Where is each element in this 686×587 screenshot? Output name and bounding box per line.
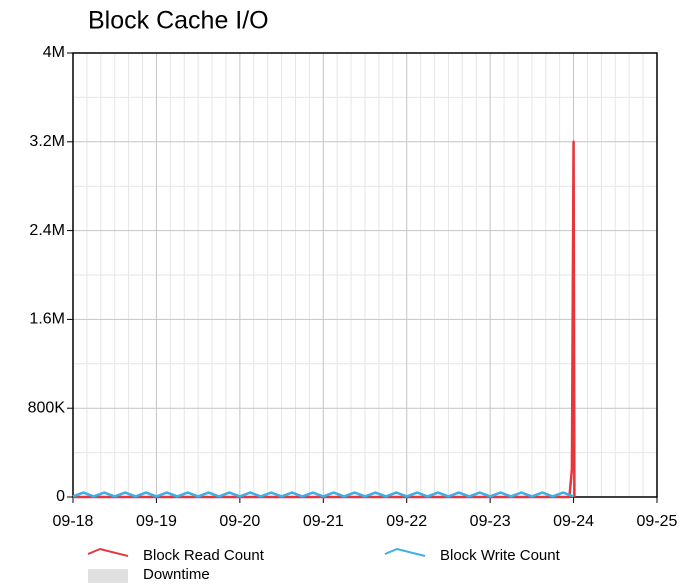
legend-label: Block Write Count (440, 547, 561, 564)
legend-swatch (87, 547, 129, 557)
x-tick-label: 09-21 (303, 513, 344, 530)
x-tick-label: 09-22 (386, 513, 427, 530)
chart-title: Block Cache I/O (88, 7, 269, 35)
legend-swatch (88, 569, 128, 583)
x-tick-label: 09-24 (553, 513, 594, 530)
y-tick-label: 2.4M (29, 222, 65, 239)
legend-label: Block Read Count (143, 547, 265, 564)
y-tick-label: 800K (28, 399, 66, 416)
y-tick-label: 4M (43, 44, 65, 61)
x-tick-label: 09-20 (219, 513, 260, 530)
x-tick-label: 09-23 (470, 513, 511, 530)
legend-label: Downtime (143, 566, 210, 583)
x-tick-label: 09-19 (136, 513, 177, 530)
series-line (72, 491, 575, 498)
x-tick-label: 09-25 (637, 513, 678, 530)
series-line (73, 140, 576, 499)
x-tick-label: 09-18 (53, 513, 94, 530)
y-tick-label: 1.6M (29, 311, 65, 328)
y-tick-label: 0 (56, 488, 65, 505)
legend-swatch (384, 547, 426, 557)
y-tick-label: 3.2M (29, 133, 65, 150)
